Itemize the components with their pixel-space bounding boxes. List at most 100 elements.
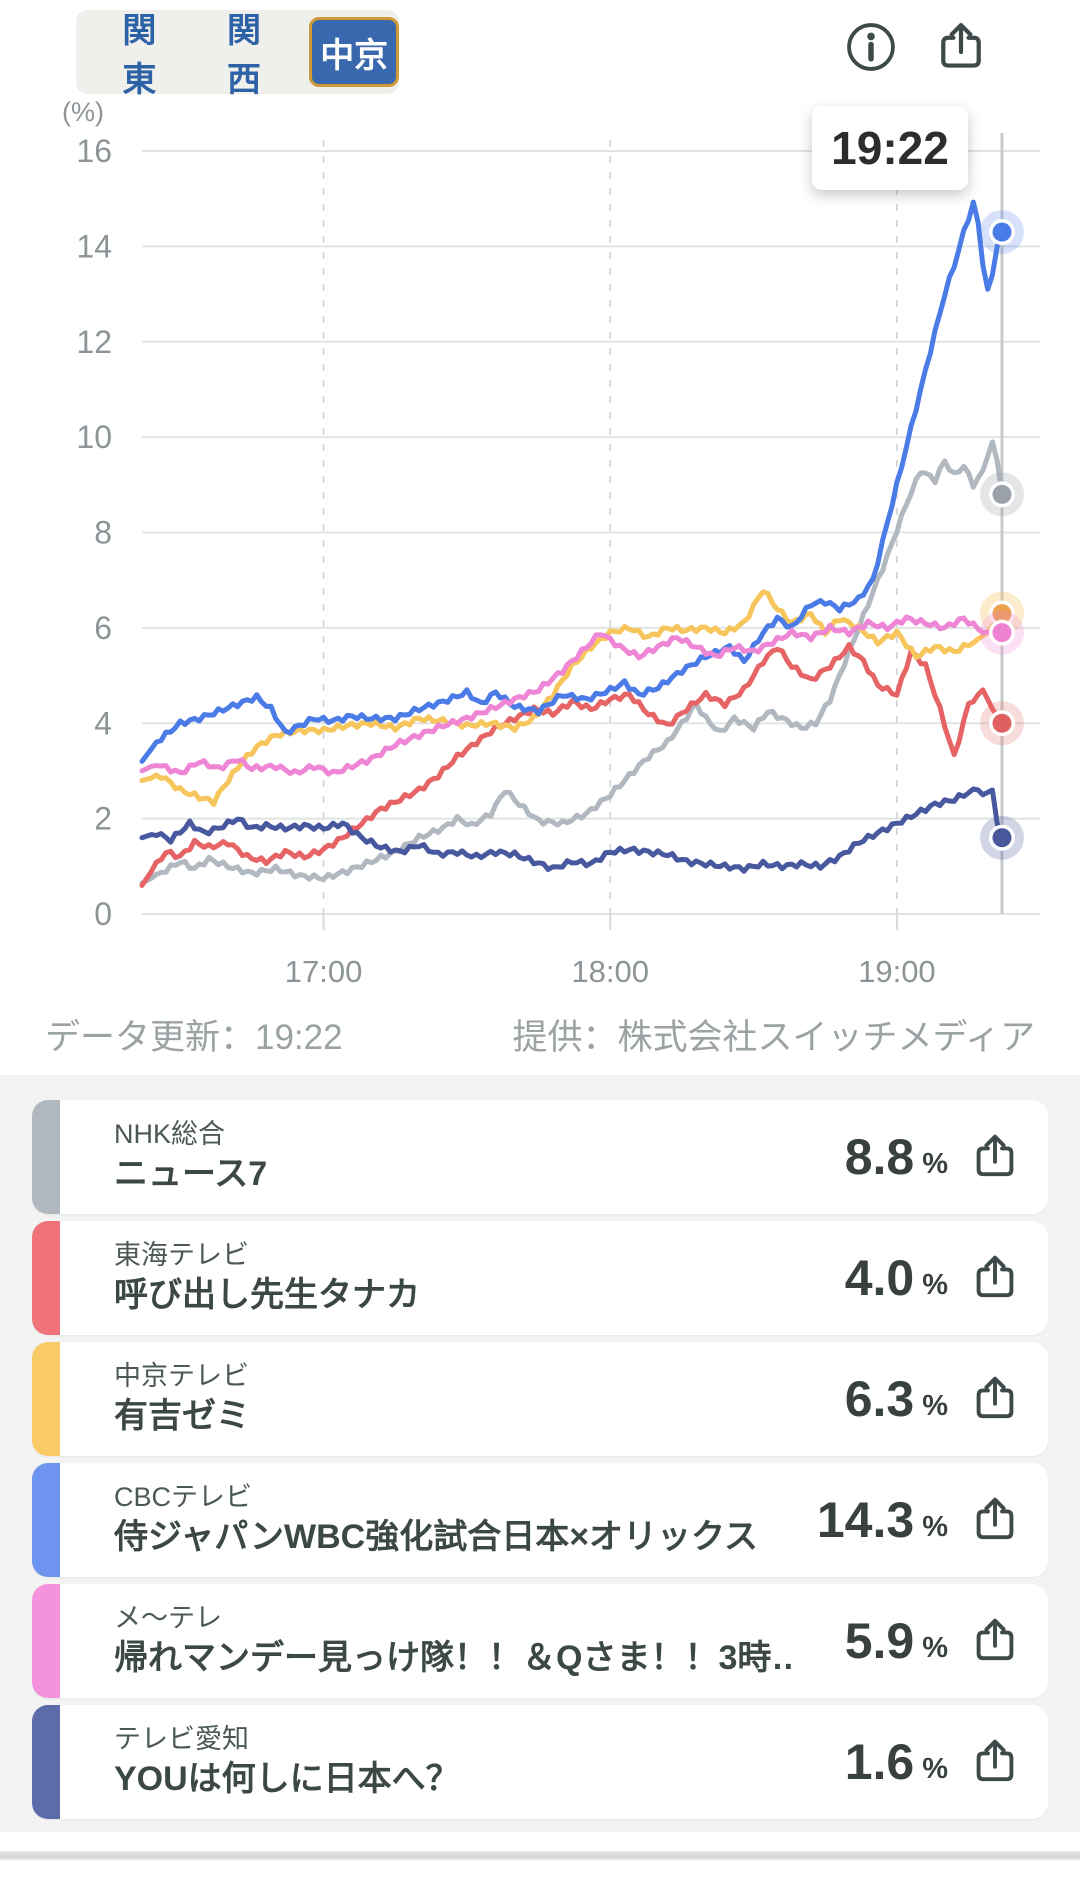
rating-unit: % <box>922 1752 948 1785</box>
tab-kanto[interactable]: 関東 <box>110 3 169 101</box>
y-tick-label: 14 <box>76 228 112 264</box>
channel-list-section: NHK総合 ニュース7 8.8 % 東海テレビ 呼び出し先生タナカ <box>0 1075 1080 1896</box>
series-line-1 <box>139 642 1005 888</box>
series-line-3 <box>139 199 1005 764</box>
channel-color-strip <box>32 1705 60 1819</box>
info-button[interactable] <box>844 20 898 74</box>
series-dot-0 <box>992 484 1012 504</box>
tab-chukyo[interactable]: 中京 <box>309 17 399 87</box>
share-icon <box>970 1374 1020 1424</box>
bottom-panel-shadow <box>0 1851 1080 1861</box>
y-tick-label: 4 <box>94 705 112 741</box>
chart-footer: データ更新：19:22 提供：株式会社スイッチメディア <box>0 1008 1080 1060</box>
x-tick-label: 17:00 <box>285 954 363 989</box>
share-icon <box>970 1132 1020 1182</box>
bottom-panel-edge <box>0 1832 1080 1896</box>
channel-info: 東海テレビ 呼び出し先生タナカ <box>32 1239 796 1317</box>
network-name: メ〜テレ <box>114 1603 222 1634</box>
channel-rating: 8.8 % <box>796 1128 1048 1186</box>
channel-row-chukyo-tv[interactable]: 中京テレビ 有吉ゼミ 6.3 % <box>32 1342 1048 1456</box>
share-channel-button[interactable] <box>970 1132 1020 1182</box>
channel-row-cbc-tv[interactable]: CBCテレビ 侍ジャパンWBC強化試合日本×オリックス 14.3 % <box>32 1463 1048 1577</box>
channel-info: NHK総合 ニュース7 <box>32 1118 796 1196</box>
rating-unit: % <box>922 1510 948 1543</box>
channel-rating: 14.3 % <box>796 1491 1048 1549</box>
rating-unit: % <box>922 1631 948 1664</box>
channel-color-strip <box>32 1463 60 1577</box>
network-name: テレビ愛知 <box>114 1724 249 1755</box>
share-channel-button[interactable] <box>970 1737 1020 1787</box>
rating-unit: % <box>922 1147 948 1180</box>
channel-list: NHK総合 ニュース7 8.8 % 東海テレビ 呼び出し先生タナカ <box>0 1075 1080 1819</box>
program-title: YOUは何しに日本へ？ <box>114 1759 460 1798</box>
rating-value: 14.3 <box>816 1492 915 1548</box>
series-dot-1 <box>992 713 1012 733</box>
program-title: 呼び出し先生タナカ <box>114 1275 420 1314</box>
share-button[interactable] <box>934 20 988 74</box>
channel-info: メ〜テレ 帰れマンデー見っけ隊！！＆Qさま！！3時… <box>32 1602 796 1680</box>
channel-row-tokai-tv[interactable]: 東海テレビ 呼び出し先生タナカ 4.0 % <box>32 1221 1048 1335</box>
program-title: 侍ジャパンWBC強化試合日本×オリックス <box>114 1517 759 1556</box>
y-tick-label: 6 <box>94 610 112 646</box>
program-title: ニュース7 <box>114 1154 268 1193</box>
series-dot-2 <box>992 604 1012 624</box>
y-tick-label: 2 <box>94 801 112 837</box>
channel-rating: 1.6 % <box>796 1733 1048 1791</box>
rating-value: 4.0 <box>844 1250 915 1306</box>
program-title: 帰れマンデー見っけ隊！！＆Qさま！！3時… <box>114 1638 797 1677</box>
network-name: 東海テレビ <box>114 1240 249 1271</box>
share-channel-button[interactable] <box>970 1495 1020 1545</box>
channel-row-nhk-sogo[interactable]: NHK総合 ニュース7 8.8 % <box>32 1100 1048 1214</box>
data-updated-label: データ更新：19:22 <box>45 1017 343 1057</box>
channel-info: 中京テレビ 有吉ゼミ <box>32 1360 796 1438</box>
rating-value: 6.3 <box>844 1371 915 1427</box>
rating-value: 5.9 <box>844 1613 915 1669</box>
region-tab-bar: 関東 関西 中京 <box>76 10 399 99</box>
share-channel-button[interactable] <box>970 1616 1020 1666</box>
channel-color-strip <box>32 1221 60 1335</box>
channel-row-metele[interactable]: メ〜テレ 帰れマンデー見っけ隊！！＆Qさま！！3時… 5.9 % <box>32 1584 1048 1698</box>
channel-rating: 4.0 % <box>796 1249 1048 1307</box>
header-actions <box>844 20 988 74</box>
share-icon <box>970 1253 1020 1303</box>
y-axis-unit-label: (%) <box>62 97 104 127</box>
share-icon <box>970 1616 1020 1666</box>
channel-info: テレビ愛知 YOUは何しに日本へ？ <box>32 1723 796 1801</box>
channel-color-strip <box>32 1584 60 1698</box>
y-tick-label: 0 <box>94 896 112 932</box>
series-dot-3 <box>992 222 1012 242</box>
channel-rating: 5.9 % <box>796 1612 1048 1670</box>
data-provider-label: 提供：株式会社スイッチメディア <box>512 1017 1035 1057</box>
rating-value: 8.8 <box>844 1129 915 1185</box>
tab-kansai[interactable]: 関西 <box>215 3 274 101</box>
share-icon <box>934 20 988 74</box>
x-tick-label: 19:00 <box>858 954 936 989</box>
current-time-tooltip: 19:22 <box>812 106 968 190</box>
channel-color-strip <box>32 1342 60 1456</box>
channel-row-tv-aichi[interactable]: テレビ愛知 YOUは何しに日本へ？ 1.6 % <box>32 1705 1048 1819</box>
y-tick-label: 16 <box>76 133 112 169</box>
x-tick-label: 18:00 <box>571 954 649 989</box>
channel-info: CBCテレビ 侍ジャパンWBC強化試合日本×オリックス <box>32 1481 796 1559</box>
y-tick-label: 10 <box>76 419 112 455</box>
y-tick-label: 12 <box>76 324 112 360</box>
network-name: 中京テレビ <box>114 1361 249 1392</box>
series-dot-4 <box>992 623 1012 643</box>
ratings-line-chart[interactable]: 16 14 12 10 8 6 4 2 0 (%) 17:00 18:00 19:00 <box>0 0 1080 1010</box>
channel-rating: 6.3 % <box>796 1370 1048 1428</box>
series-line-5 <box>139 786 1005 874</box>
network-name: NHK総合 <box>114 1119 226 1150</box>
share-icon <box>970 1495 1020 1545</box>
info-icon <box>844 20 898 74</box>
rating-value: 1.6 <box>844 1734 915 1790</box>
network-name: CBCテレビ <box>114 1482 253 1513</box>
program-title: 有吉ゼミ <box>114 1396 250 1435</box>
series-dot-5 <box>992 828 1012 848</box>
y-tick-label: 8 <box>94 515 112 551</box>
share-icon <box>970 1737 1020 1787</box>
rating-unit: % <box>922 1268 948 1301</box>
share-channel-button[interactable] <box>970 1253 1020 1303</box>
series-line-4 <box>139 614 1005 777</box>
share-channel-button[interactable] <box>970 1374 1020 1424</box>
